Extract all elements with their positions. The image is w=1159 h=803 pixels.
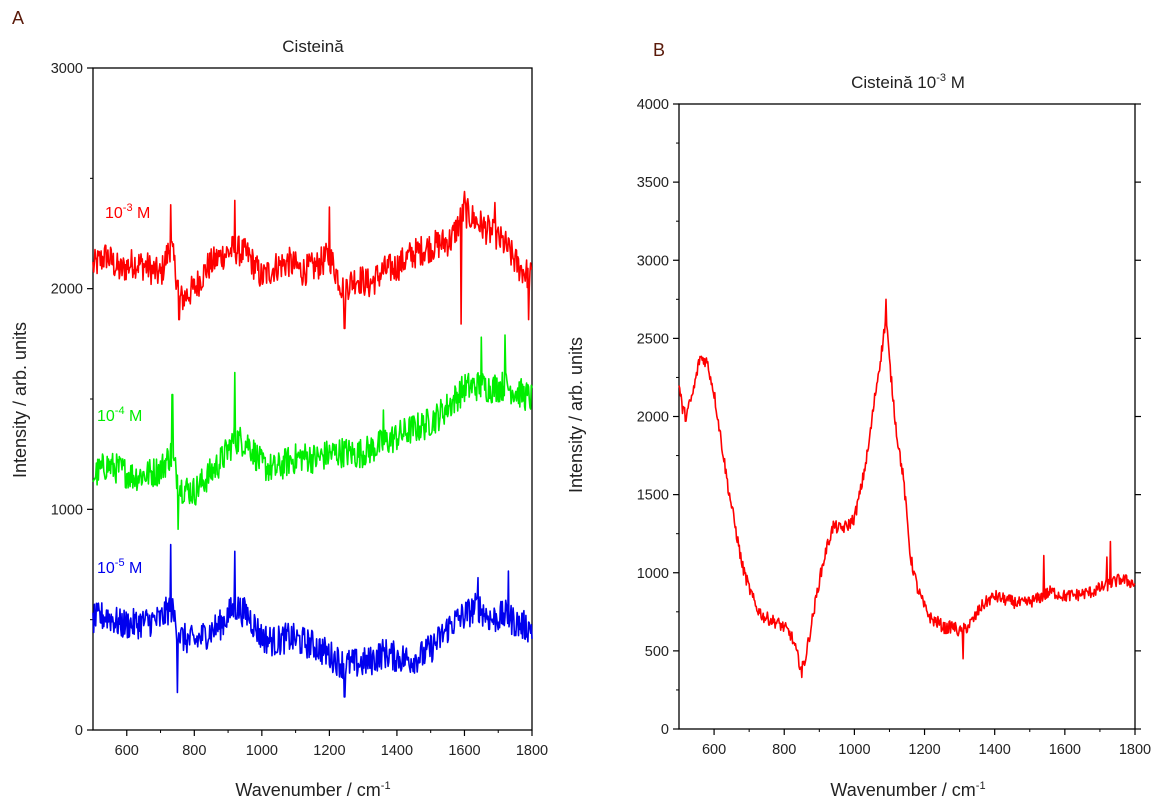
panel-a-series-label: 10-5 M — [97, 557, 142, 577]
panel-a-series-label: 10-4 M — [97, 405, 142, 425]
panel-b-series-line — [678, 298, 1136, 679]
panel-b-x-tick-label: 1800 — [1119, 742, 1151, 758]
panel-a-series-line — [92, 334, 533, 531]
panel-a-x-tick-label: 800 — [182, 743, 206, 759]
panel-b-letter: B — [653, 40, 665, 60]
panel-b-y-tick-label: 2500 — [637, 331, 669, 347]
panel-b-x-tick-label: 600 — [702, 742, 726, 758]
panel-b-y-tick-label: 1000 — [637, 566, 669, 582]
panel-a-title: Cisteină — [282, 37, 344, 56]
panel-a-x-tick-label: 1200 — [313, 743, 345, 759]
panel-a-y-tick-label: 3000 — [51, 61, 83, 77]
panel-a-plot: 600 800 1000 1200 1400 1600 1800 0 1000 2000 3000 1… — [51, 61, 548, 759]
panel-a-x-tick-label: 1400 — [381, 743, 413, 759]
panel-b-y-axis-label: Intensity / arb. units — [566, 337, 586, 493]
panel-a-series-label: 10-3 M — [105, 202, 150, 222]
panel-b-y-tick-label: 2000 — [637, 410, 669, 426]
panel-a-y-tick-label: 2000 — [51, 282, 83, 298]
panel-a-letter: A — [12, 8, 24, 28]
panel-a-x-axis-label: Wavenumber / cm-1 — [235, 780, 390, 800]
panel-a-x-tick-label: 1000 — [246, 743, 278, 759]
panel-b-plot: 600 800 1000 1200 1400 1600 1800 0 500 1000 1500 20… — [637, 97, 1151, 758]
panel-b-frame — [678, 103, 1136, 730]
panel-a-x-tick-label: 1600 — [448, 743, 480, 759]
panel-b-y-tick-label: 500 — [645, 644, 669, 660]
panel-a-x-tick-label: 1800 — [516, 743, 548, 759]
panel-b-y-tick-label: 3000 — [637, 253, 669, 269]
panel-b-x-tick-label: 1600 — [1049, 742, 1081, 758]
panel-b-x-axis-label: Wavenumber / cm-1 — [830, 780, 985, 800]
panel-a-y-tick-label: 1000 — [51, 502, 83, 518]
panel-a-series-line — [92, 190, 533, 330]
panel-b-x-tick-label: 800 — [772, 742, 796, 758]
panel-a-x-tick-label: 600 — [115, 743, 139, 759]
panel-b-x-tick-label: 1400 — [979, 742, 1011, 758]
panel-a-y-axis-label: Intensity / arb. units — [10, 322, 30, 478]
panel-a-series-line — [92, 543, 533, 698]
panel-b-y-tick-label: 0 — [661, 722, 669, 738]
panel-b-x-tick-label: 1000 — [838, 742, 870, 758]
panel-b-title: Cisteină 10-3 M — [851, 72, 965, 92]
panel-a-y-tick-label: 0 — [75, 723, 83, 739]
panel-b-y-tick-label: 3500 — [637, 175, 669, 191]
panel-b-y-tick-label: 4000 — [637, 97, 669, 113]
panel-b-x-tick-label: 1200 — [908, 742, 940, 758]
panel-b-y-tick-label: 1500 — [637, 488, 669, 504]
